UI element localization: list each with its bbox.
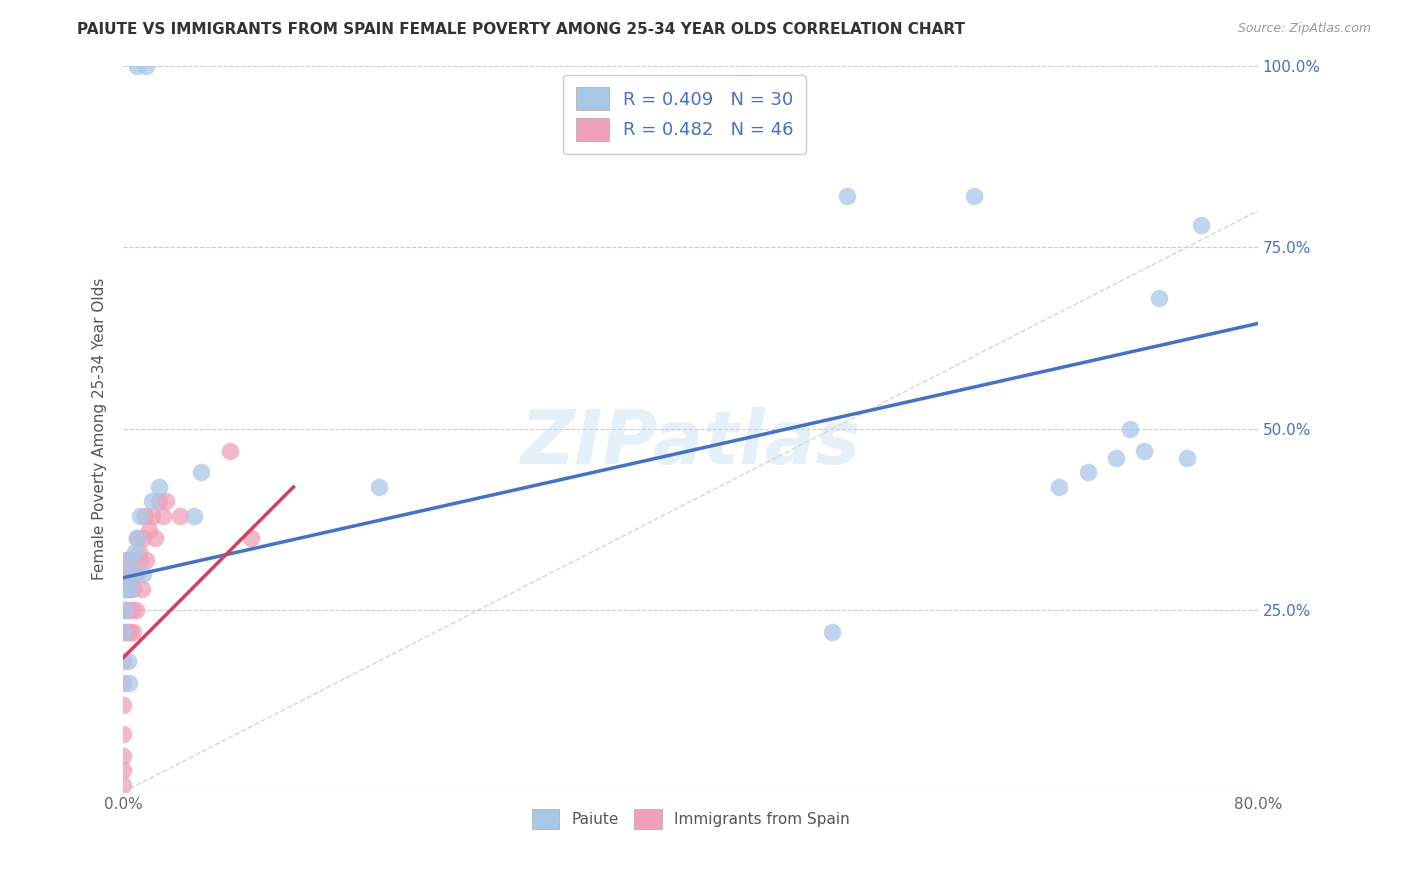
Legend: Paiute, Immigrants from Spain: Paiute, Immigrants from Spain bbox=[526, 804, 856, 835]
Point bbox=[963, 189, 986, 203]
Point bbox=[118, 676, 141, 690]
Point bbox=[115, 552, 138, 566]
Point bbox=[143, 531, 166, 545]
Point bbox=[148, 480, 170, 494]
Point bbox=[1175, 450, 1198, 465]
Point bbox=[117, 552, 139, 566]
Point bbox=[121, 567, 143, 582]
Point bbox=[117, 567, 139, 582]
Point bbox=[125, 603, 148, 617]
Point bbox=[114, 567, 136, 582]
Point bbox=[239, 531, 262, 545]
Point bbox=[112, 763, 135, 777]
Point bbox=[1105, 450, 1128, 465]
Point bbox=[118, 625, 141, 640]
Point bbox=[121, 603, 143, 617]
Point bbox=[122, 625, 145, 640]
Point bbox=[117, 654, 139, 668]
Point bbox=[112, 727, 135, 741]
Point bbox=[169, 508, 191, 523]
Point bbox=[152, 508, 174, 523]
Point bbox=[120, 582, 142, 596]
Text: Source: ZipAtlas.com: Source: ZipAtlas.com bbox=[1237, 22, 1371, 36]
Point bbox=[127, 567, 149, 582]
Point bbox=[112, 676, 135, 690]
Point bbox=[124, 545, 146, 559]
Point bbox=[132, 531, 155, 545]
Point bbox=[134, 508, 156, 523]
Point bbox=[1077, 466, 1099, 480]
Point bbox=[112, 625, 135, 640]
Point bbox=[112, 778, 135, 792]
Point bbox=[135, 552, 157, 566]
Point bbox=[127, 531, 149, 545]
Point bbox=[127, 531, 149, 545]
Point bbox=[132, 567, 155, 582]
Point bbox=[114, 582, 136, 596]
Point bbox=[821, 625, 844, 640]
Point bbox=[115, 625, 138, 640]
Point bbox=[1147, 291, 1170, 305]
Point bbox=[131, 582, 153, 596]
Point bbox=[129, 508, 152, 523]
Point bbox=[118, 582, 141, 596]
Point bbox=[190, 466, 212, 480]
Y-axis label: Female Poverty Among 25-34 Year Olds: Female Poverty Among 25-34 Year Olds bbox=[93, 277, 107, 580]
Point bbox=[114, 603, 136, 617]
Point bbox=[112, 582, 135, 596]
Point bbox=[141, 508, 163, 523]
Point bbox=[141, 494, 163, 508]
Point bbox=[1119, 422, 1142, 436]
Point bbox=[112, 625, 135, 640]
Point bbox=[367, 480, 389, 494]
Point bbox=[124, 567, 146, 582]
Point bbox=[117, 603, 139, 617]
Point bbox=[135, 59, 157, 73]
Point bbox=[218, 443, 240, 458]
Point bbox=[1047, 480, 1070, 494]
Point bbox=[115, 582, 138, 596]
Point bbox=[112, 698, 135, 712]
Point bbox=[120, 625, 142, 640]
Point bbox=[112, 603, 135, 617]
Point bbox=[120, 552, 142, 566]
Point bbox=[835, 189, 858, 203]
Point bbox=[112, 654, 135, 668]
Point bbox=[121, 567, 143, 582]
Point bbox=[112, 748, 135, 763]
Text: ZIPatlas: ZIPatlas bbox=[520, 407, 860, 480]
Point bbox=[1189, 219, 1212, 233]
Point bbox=[148, 494, 170, 508]
Point bbox=[128, 545, 150, 559]
Point bbox=[114, 603, 136, 617]
Point bbox=[1133, 443, 1156, 458]
Point bbox=[115, 582, 138, 596]
Point bbox=[183, 508, 205, 523]
Point bbox=[138, 524, 160, 538]
Point bbox=[127, 59, 149, 73]
Point bbox=[122, 582, 145, 596]
Point bbox=[155, 494, 177, 508]
Point bbox=[129, 552, 152, 566]
Text: PAIUTE VS IMMIGRANTS FROM SPAIN FEMALE POVERTY AMONG 25-34 YEAR OLDS CORRELATION: PAIUTE VS IMMIGRANTS FROM SPAIN FEMALE P… bbox=[77, 22, 966, 37]
Point bbox=[120, 582, 142, 596]
